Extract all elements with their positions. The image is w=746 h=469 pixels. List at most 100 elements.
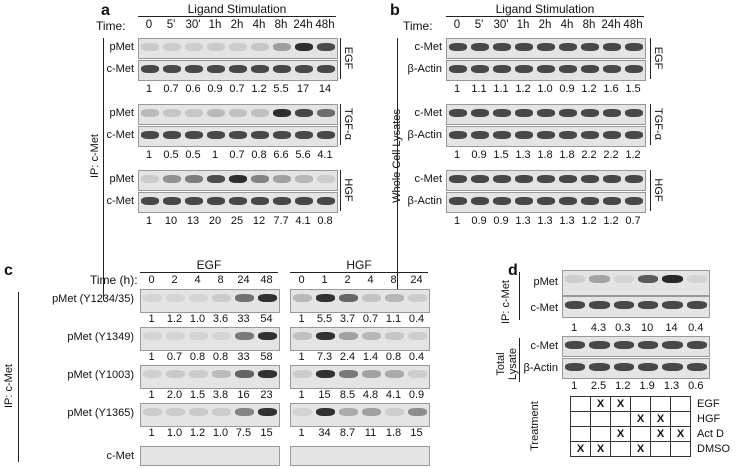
blot-band <box>362 332 381 340</box>
quant-value: 1.2 <box>251 83 267 95</box>
quant-value: 3.8 <box>212 389 229 401</box>
blot-band <box>449 131 467 139</box>
blot-row-label: c-Met <box>414 173 443 185</box>
quant-value: 12 <box>252 215 266 227</box>
quant-value: 1 <box>453 215 461 227</box>
blot-band <box>537 175 555 183</box>
blot-band <box>185 197 203 205</box>
blot-band <box>212 370 231 378</box>
blot-band <box>141 43 159 51</box>
blot-band <box>229 43 247 51</box>
quant-values-hgf: 1 7.3 2.4 1.4 0.8 0.4 <box>290 351 428 363</box>
treatment-cell <box>590 426 611 442</box>
blot-band <box>273 197 291 205</box>
panel-c-cmet-label: c-Met <box>106 450 135 462</box>
blot-band <box>565 341 586 349</box>
blot-strip <box>562 270 710 296</box>
blot-strip <box>138 192 338 213</box>
panel-d-ip-value-2: 0.3 <box>615 322 631 334</box>
blot-band <box>163 43 181 51</box>
blot-band <box>258 294 277 302</box>
blot-band <box>295 197 313 205</box>
quant-value: 5.5 <box>273 83 289 95</box>
quant-value: 1.0 <box>166 427 183 439</box>
blot-band <box>638 363 659 371</box>
quant-value: 2.0 <box>166 389 183 401</box>
panel-c-hgf-line <box>290 272 428 273</box>
ligand-label: EGF <box>652 46 664 70</box>
panel-c-egf-time-4: 24 <box>237 274 250 286</box>
panel-d-lysate-value-4: 1.3 <box>663 380 680 392</box>
blot-band <box>185 43 203 51</box>
quant-value: 4.1 <box>385 389 402 401</box>
blot-band <box>317 197 335 205</box>
blot-band <box>212 294 231 302</box>
blot-strip <box>446 126 646 147</box>
blot-band <box>686 301 707 309</box>
blot-band <box>686 275 707 283</box>
panel-d-lysate-value-5: 0.6 <box>688 380 704 392</box>
blot-band <box>581 175 599 183</box>
blot-row-label: c-Met <box>106 195 135 207</box>
quant-value: 0.9 <box>493 215 509 227</box>
quant-value: 0.8 <box>317 215 333 227</box>
blot-band <box>166 408 185 416</box>
treatment-name: EGF <box>697 398 720 410</box>
blot-band <box>141 65 159 73</box>
panel-b-title: Ligand Stimulation <box>495 2 595 16</box>
panel-c-egf-time-5: 48 <box>260 274 273 286</box>
panel-c-egf-line <box>140 272 278 273</box>
quant-value: 0.9 <box>559 83 575 95</box>
blot-band <box>141 197 159 205</box>
blot-strip <box>138 38 338 59</box>
blot-row-label: c-Met <box>530 302 559 314</box>
panel-a-time-6: 8h <box>274 19 288 31</box>
panel-d-ip-value-1: 4.3 <box>590 322 607 334</box>
quant-value: 7.3 <box>316 351 333 363</box>
treatment-cell <box>670 396 691 412</box>
quant-value: 0.6 <box>185 83 201 95</box>
treatment-cell: X <box>590 441 611 457</box>
quant-value: 1.5 <box>493 149 509 161</box>
blot-band <box>163 109 181 117</box>
blot-band <box>185 65 203 73</box>
quant-value: 1.5 <box>625 83 641 95</box>
treatment-cell <box>570 396 591 412</box>
blot-band <box>686 341 707 349</box>
blot-band <box>559 109 577 117</box>
blot-band <box>141 109 159 117</box>
panel-c-cmet-egf-blot <box>140 446 280 466</box>
quant-value: 8.5 <box>339 389 356 401</box>
blot-band <box>625 43 643 51</box>
blot-band <box>207 65 225 73</box>
blot-band <box>493 43 511 51</box>
quant-values: 1 0.5 0.5 1 0.7 0.8 6.6 5.6 4.1 <box>138 149 336 161</box>
panel-d-treatment-grid: X X EGF X X HGF X X X Act D X X X DMSO <box>570 396 731 457</box>
blot-strip <box>138 104 338 125</box>
quant-value: 1.8 <box>385 427 402 439</box>
panel-c-letter: c <box>4 262 13 279</box>
blot-band <box>258 370 277 378</box>
treatment-name: DMSO <box>697 443 730 455</box>
blot-band <box>493 109 511 117</box>
quant-value: 1.2 <box>581 83 597 95</box>
panel-c-hgf-time-4: 8 <box>390 274 397 286</box>
blot-band <box>207 175 225 183</box>
blot-band <box>515 65 533 73</box>
treatment-cell <box>650 396 671 412</box>
quant-value: 20 <box>208 215 222 227</box>
panel-a-time-5: 4h <box>252 19 266 31</box>
blot-band <box>589 275 610 283</box>
quant-value: 0.8 <box>189 351 206 363</box>
blot-band <box>362 294 381 302</box>
blot-band <box>625 109 643 117</box>
blot-strip <box>446 192 646 213</box>
blot-band <box>515 109 533 117</box>
quant-value: 14 <box>318 83 332 95</box>
blot-band <box>589 341 610 349</box>
blot-band <box>229 197 247 205</box>
ligand-label: TGF-α <box>652 107 664 141</box>
panel-a-side-line <box>103 38 104 300</box>
blot-band <box>581 109 599 117</box>
panel-b-time-0: 0 <box>453 19 461 31</box>
